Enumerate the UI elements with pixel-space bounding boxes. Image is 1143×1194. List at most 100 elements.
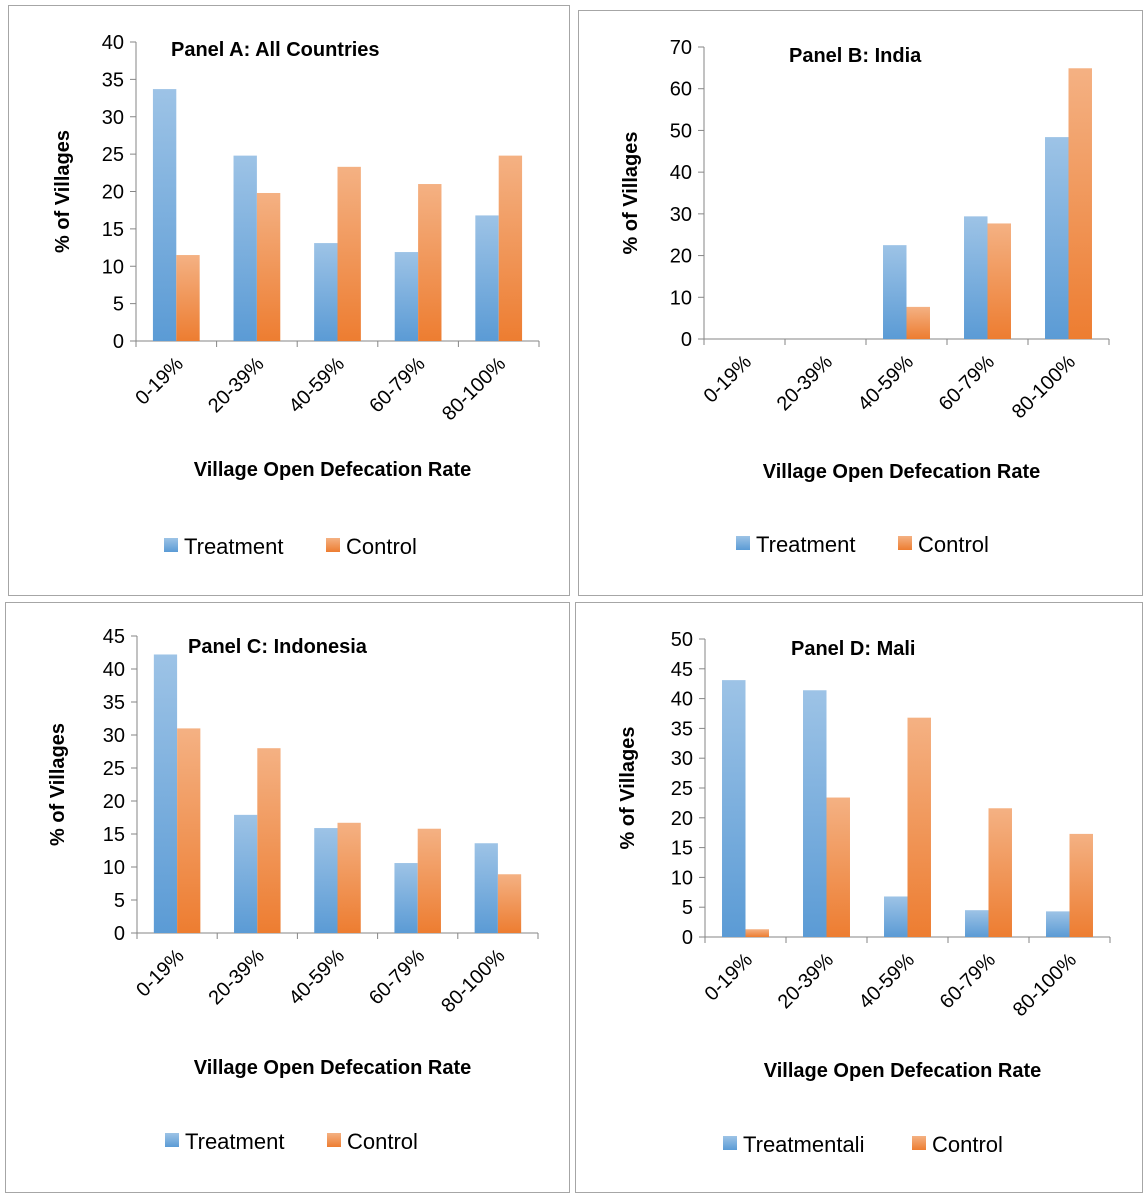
legend-swatch-treatment [165, 1133, 179, 1147]
y-tick-label: 10 [671, 867, 693, 889]
bar-control [176, 255, 200, 341]
y-tick-label: 45 [671, 659, 693, 681]
x-tick-label: 80-100% [1009, 949, 1081, 1021]
x-tick-label: 80-100% [438, 353, 510, 425]
y-tick-label: 30 [102, 107, 124, 129]
bar-treatment [1046, 911, 1070, 937]
y-tick-label: 20 [671, 808, 693, 830]
bar-control [1069, 833, 1093, 937]
chart-title: Panel B: India [789, 45, 922, 67]
y-tick-label: 60 [670, 79, 692, 101]
chart-title: Panel D: Mali [791, 638, 915, 660]
y-tick-label: 40 [103, 659, 125, 681]
bar-treatment [964, 216, 988, 339]
chart-title: Panel A: All Countries [171, 39, 380, 61]
y-tick-label: 50 [670, 120, 692, 142]
bar-control [497, 874, 522, 933]
x-axis-title: Village Open Defecation Rate [194, 1057, 472, 1079]
bar-control [907, 717, 931, 937]
legend-swatch-treatment [164, 538, 178, 552]
x-tick-label: 60-79% [936, 949, 1000, 1013]
x-tick-label: 60-79% [365, 353, 429, 417]
y-tick-label: 70 [670, 37, 692, 59]
bar-treatment [1045, 137, 1069, 339]
y-tick-label: 15 [671, 838, 693, 860]
y-tick-label: 0 [682, 927, 693, 949]
legend-label-control: Control [346, 534, 417, 559]
x-tick-label: 40-59% [854, 351, 918, 415]
bar-treatment [884, 896, 908, 937]
x-tick-label: 60-79% [935, 351, 999, 415]
bar-control [177, 728, 201, 933]
bar-treatment [234, 814, 258, 933]
x-tick-label: 60-79% [365, 945, 429, 1009]
x-tick-label: 20-39% [773, 351, 837, 415]
bar-control [337, 166, 361, 341]
bar-control [826, 797, 850, 937]
bar-treatment [475, 215, 499, 341]
bar-treatment [233, 155, 257, 341]
y-tick-label: 35 [671, 718, 693, 740]
x-tick-label: 40-59% [285, 945, 349, 1009]
bar-control [418, 184, 442, 341]
legend-label-treatment: Treatmentali [743, 1132, 864, 1157]
x-tick-label: 40-59% [285, 353, 349, 417]
y-tick-label: 50 [671, 629, 693, 651]
bar-treatment [314, 243, 338, 341]
legend-label-treatment: Treatment [756, 532, 855, 557]
y-tick-label: 25 [103, 758, 125, 780]
y-tick-label: 25 [102, 144, 124, 166]
legend-label-control: Control [347, 1129, 418, 1154]
y-tick-label: 0 [681, 329, 692, 351]
panel-c: 0 5 10 15 20 25 30 35 40 45 0-19% 20-39% 40-59% 60-79… [5, 602, 570, 1193]
bar-control [498, 155, 523, 341]
y-tick-label: 30 [103, 725, 125, 747]
chart-panel-c: 0 5 10 15 20 25 30 35 40 45 0-19% 20-39% 40-59% 60-79… [47, 626, 539, 1154]
legend-swatch-control [912, 1136, 926, 1150]
chart-panel-b: 0 10 20 30 40 50 60 70 0-19% 20-39% 40-59% 60-79% 80… [620, 37, 1110, 557]
bar-control [256, 192, 281, 341]
bar-control [987, 223, 1011, 339]
y-tick-label: 5 [113, 294, 124, 316]
legend-label-control: Control [918, 532, 989, 557]
y-axis-title: % of Villages [620, 131, 642, 254]
bar-treatment [722, 680, 746, 937]
y-tick-label: 15 [102, 219, 124, 241]
y-tick-label: 0 [113, 331, 124, 353]
legend-swatch-control [326, 538, 340, 552]
panel-b: 0 10 20 30 40 50 60 70 0-19% 20-39% 40-59% 60-79% 80… [578, 10, 1143, 596]
bar-control [745, 929, 769, 937]
x-tick-label: 40-59% [855, 949, 919, 1013]
bar-treatment [394, 252, 419, 341]
bar-control [1068, 68, 1092, 339]
y-tick-label: 30 [670, 204, 692, 226]
bar-control [257, 748, 281, 933]
y-tick-label: 5 [114, 890, 125, 912]
bar-control [337, 822, 361, 933]
legend-label-control: Control [932, 1132, 1003, 1157]
y-tick-label: 40 [102, 32, 124, 54]
legend-label-treatment: Treatment [184, 534, 283, 559]
legend-swatch-control [898, 536, 912, 550]
legend-swatch-control [327, 1133, 341, 1147]
y-tick-label: 10 [102, 256, 124, 278]
bar-treatment [965, 910, 989, 937]
y-tick-label: 0 [114, 923, 125, 945]
bar-control [417, 828, 441, 933]
x-tick-label: 0-19% [131, 353, 188, 410]
y-tick-label: 40 [671, 689, 693, 711]
bar-control [988, 808, 1012, 937]
bar-treatment [474, 843, 498, 933]
y-tick-label: 5 [682, 897, 693, 919]
chart-panel-d: 0 5 10 15 20 25 30 35 40 45 50 0-19% 20-39% 40-59% 60-… [617, 629, 1111, 1157]
x-axis-title: Village Open Defecation Rate [763, 461, 1041, 483]
y-tick-label: 10 [670, 287, 692, 309]
legend-label-treatment: Treatment [185, 1129, 284, 1154]
legend-swatch-treatment [736, 536, 750, 550]
y-axis-title: % of Villages [47, 723, 69, 846]
bar-control [906, 306, 930, 339]
x-tick-label: 20-39% [205, 945, 269, 1009]
y-axis-title: % of Villages [52, 130, 74, 253]
bar-treatment [394, 863, 418, 933]
bar-treatment [803, 690, 827, 937]
